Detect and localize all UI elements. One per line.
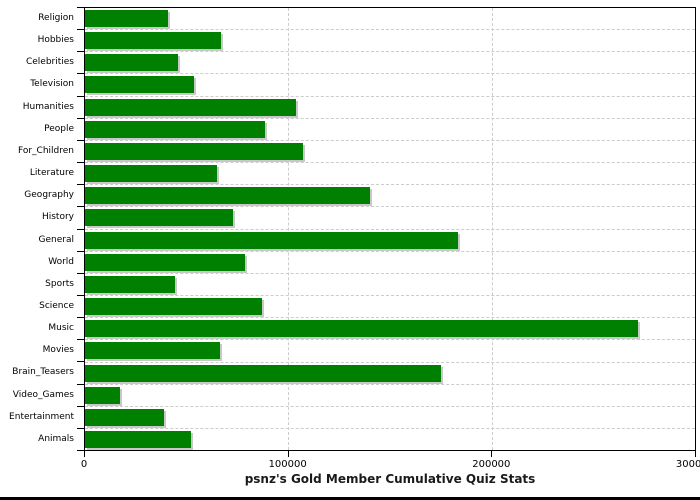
chart-row [85, 97, 695, 119]
chart-row [85, 252, 695, 274]
bar-music [85, 320, 639, 338]
chart-row [85, 163, 695, 186]
x-axis-tick [695, 451, 696, 457]
y-axis-tick [77, 272, 84, 274]
y-axis-tick [77, 317, 84, 319]
category-label: For_Children [17, 145, 74, 156]
category-label: Geography [24, 190, 74, 201]
category-label: World [48, 256, 74, 267]
y-axis-tick [77, 339, 84, 341]
bar-sports [85, 275, 176, 293]
y-axis-tick [77, 383, 84, 385]
bar-movies [85, 342, 221, 360]
y-axis-tick [77, 7, 84, 8]
bar-people [85, 120, 265, 138]
bar-video_games [85, 386, 120, 404]
x-tick-label: 0 [80, 459, 88, 470]
y-axis-tick [77, 117, 84, 119]
category-label: Video_Games [12, 389, 74, 400]
category-label: Humanities [22, 101, 74, 112]
chart-row [85, 340, 695, 363]
category-label: Animals [38, 433, 74, 444]
y-axis-tick [77, 427, 84, 429]
chart-row [85, 119, 695, 141]
plot-rows [85, 8, 695, 450]
y-axis-tick [77, 250, 84, 252]
category-label: Television [30, 79, 74, 90]
y-axis-tick [77, 184, 84, 186]
chart-row [85, 296, 695, 319]
chart-row [85, 230, 695, 252]
bar-animals [85, 430, 191, 448]
category-label: Celebrities [25, 57, 74, 68]
bar-science [85, 298, 262, 316]
x-tick-label: 200000 [472, 459, 511, 470]
bar-for_children [85, 142, 303, 160]
plot-area [84, 7, 696, 451]
category-label: Entertainment [9, 411, 74, 422]
y-axis-tick [77, 361, 84, 363]
bar-history [85, 209, 234, 227]
bar-world [85, 253, 245, 271]
chart-row [85, 318, 695, 341]
category-label: Literature [29, 168, 74, 179]
chart-row [85, 363, 695, 385]
category-label: Brain_Teasers [12, 367, 74, 378]
chart-row [85, 407, 695, 429]
x-tick-label: 300000 [675, 459, 700, 470]
category-label: Music [48, 323, 74, 334]
y-axis-tick [77, 294, 84, 296]
y-axis-tick [77, 139, 84, 141]
chart-row [85, 429, 695, 450]
category-label: Religion [38, 13, 74, 23]
x-axis-tick [491, 451, 493, 457]
chart-row [85, 385, 695, 407]
bar-television [85, 76, 194, 94]
chart-row [85, 274, 695, 297]
y-axis-tick [77, 51, 84, 53]
chart-row [85, 30, 695, 53]
chart-row [85, 185, 695, 208]
y-axis-tick [77, 405, 84, 407]
y-axis-tick [77, 228, 84, 230]
category-label: Hobbies [37, 35, 74, 46]
category-label: General [38, 234, 74, 245]
bar-entertainment [85, 408, 165, 426]
y-axis-tick [77, 73, 84, 75]
y-axis-tick [77, 29, 84, 31]
category-label: Sports [45, 278, 74, 289]
chart-row [85, 8, 695, 31]
y-axis-tick [77, 450, 84, 451]
y-axis-tick [77, 162, 84, 164]
category-label: Science [39, 300, 74, 311]
x-axis-tick [287, 451, 289, 457]
bar-general [85, 231, 459, 249]
chart-row [85, 52, 695, 75]
chart-title: psnz's Gold Member Cumulative Quiz Stats [244, 472, 536, 486]
y-axis-tick [77, 206, 84, 208]
chart-row [85, 74, 695, 97]
bar-celebrities [85, 54, 178, 72]
chart-row [85, 141, 695, 164]
bar-geography [85, 187, 370, 205]
chart-row [85, 207, 695, 230]
bar-hobbies [85, 32, 222, 50]
x-axis-tick [84, 451, 85, 457]
bar-religion [85, 10, 169, 27]
bar-brain_teasers [85, 364, 441, 382]
y-axis-tick [77, 95, 84, 97]
x-tick-label: 100000 [268, 459, 307, 470]
bottom-frame [0, 497, 700, 500]
bar-humanities [85, 98, 297, 116]
bar-literature [85, 165, 218, 183]
category-label: Movies [42, 345, 74, 356]
category-label: People [44, 123, 74, 134]
category-label: History [41, 212, 74, 223]
